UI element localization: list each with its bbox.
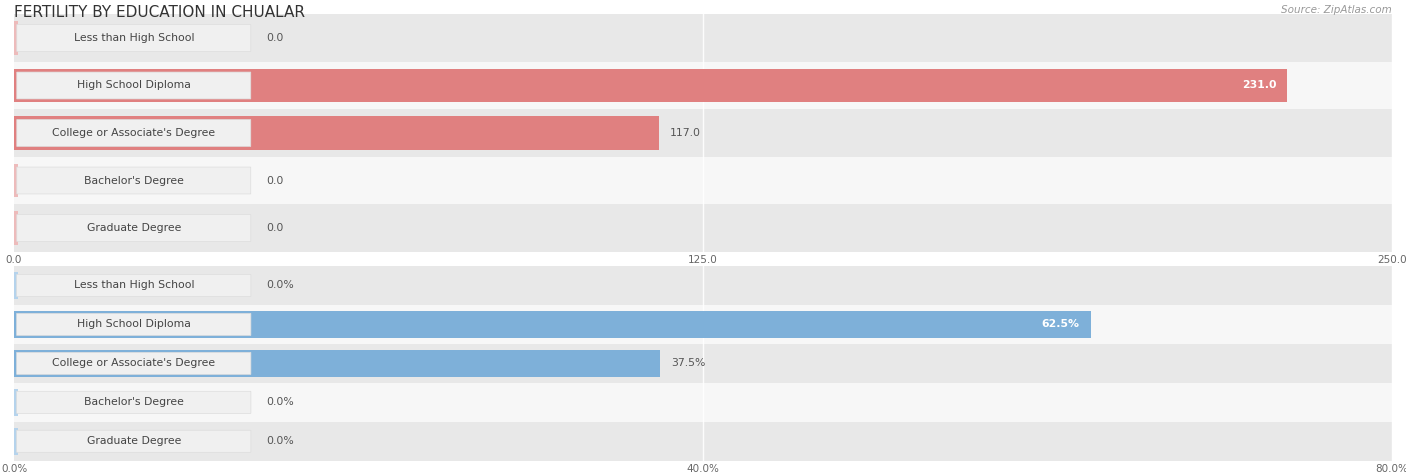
Text: 0.0: 0.0 <box>266 175 284 186</box>
Bar <box>14 272 18 299</box>
Bar <box>14 204 1392 252</box>
Text: High School Diploma: High School Diploma <box>77 319 191 330</box>
Text: Graduate Degree: Graduate Degree <box>87 436 181 446</box>
FancyBboxPatch shape <box>17 352 250 374</box>
Text: College or Associate's Degree: College or Associate's Degree <box>52 128 215 138</box>
Bar <box>14 157 1392 204</box>
FancyBboxPatch shape <box>17 391 250 413</box>
Text: FERTILITY BY EDUCATION IN CHUALAR: FERTILITY BY EDUCATION IN CHUALAR <box>14 5 305 20</box>
Text: Graduate Degree: Graduate Degree <box>87 223 181 233</box>
Bar <box>14 21 18 55</box>
Text: Source: ZipAtlas.com: Source: ZipAtlas.com <box>1281 5 1392 15</box>
Text: 117.0: 117.0 <box>669 128 702 138</box>
Bar <box>14 62 1392 109</box>
Text: High School Diploma: High School Diploma <box>77 80 191 91</box>
Text: 0.0%: 0.0% <box>266 436 294 446</box>
Bar <box>14 116 659 150</box>
Text: 37.5%: 37.5% <box>671 358 706 369</box>
Text: Bachelor's Degree: Bachelor's Degree <box>84 175 184 186</box>
Bar <box>14 311 1091 338</box>
Bar <box>14 389 18 416</box>
Text: 0.0%: 0.0% <box>266 397 294 408</box>
Bar <box>14 422 1392 461</box>
Text: 0.0%: 0.0% <box>266 280 294 291</box>
Text: Less than High School: Less than High School <box>73 33 194 43</box>
FancyBboxPatch shape <box>17 167 250 194</box>
FancyBboxPatch shape <box>17 215 250 241</box>
Bar <box>14 428 18 455</box>
Bar <box>14 211 18 245</box>
Bar <box>14 164 18 197</box>
Bar <box>14 350 659 377</box>
Bar <box>14 266 1392 305</box>
Text: 0.0: 0.0 <box>266 223 284 233</box>
Text: 231.0: 231.0 <box>1241 80 1277 91</box>
Bar <box>14 69 1288 102</box>
Text: College or Associate's Degree: College or Associate's Degree <box>52 358 215 369</box>
FancyBboxPatch shape <box>17 120 250 146</box>
FancyBboxPatch shape <box>17 275 250 296</box>
FancyBboxPatch shape <box>17 314 250 335</box>
Bar <box>14 344 1392 383</box>
FancyBboxPatch shape <box>17 430 250 452</box>
Bar <box>14 14 1392 62</box>
Text: Bachelor's Degree: Bachelor's Degree <box>84 397 184 408</box>
Bar <box>14 109 1392 157</box>
Text: 62.5%: 62.5% <box>1042 319 1080 330</box>
Text: 0.0: 0.0 <box>266 33 284 43</box>
FancyBboxPatch shape <box>17 72 250 99</box>
FancyBboxPatch shape <box>17 25 250 51</box>
Bar <box>14 383 1392 422</box>
Text: Less than High School: Less than High School <box>73 280 194 291</box>
Bar <box>14 305 1392 344</box>
